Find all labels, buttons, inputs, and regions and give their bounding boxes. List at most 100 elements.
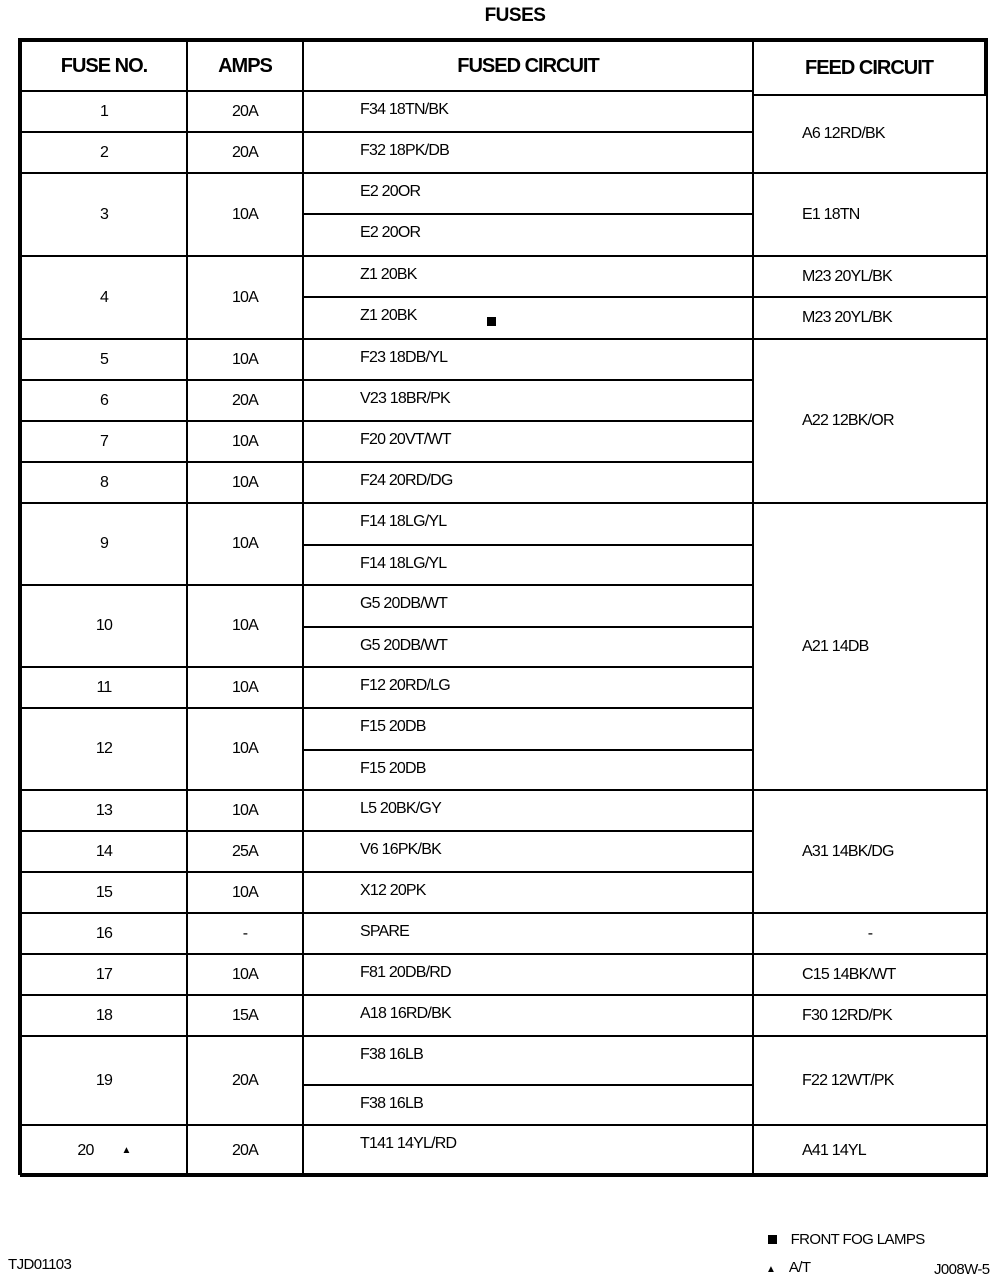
legend-label: FRONT FOG LAMPS [790,1231,926,1248]
fuse-no-cell-text: 19 [95,1071,113,1089]
fuse-no-cell-text: 6 [99,391,109,409]
fused-circuit-cell-text: G5 20DB/WT [360,637,448,654]
fuse-no-cell: 5 [20,338,188,381]
fuse-no-cell: 20 ▲ [20,1124,188,1177]
feed-circuit-cell: M23 20YL/BK [752,255,988,298]
amps-cell-text: 10A [231,740,259,757]
fused-circuit-cell-text: F24 20RD/DG [360,472,453,489]
fused-circuit-cell-text: F23 18DB/YL [360,349,448,366]
amps-cell: 20A [186,131,304,174]
fused-circuit-cell-text: F15 20DB [360,760,426,777]
amps-cell: 25A [186,830,304,873]
fuse-no-cell: 15 [20,871,188,914]
fuse-no-cell: 19 [20,1035,188,1126]
fused-circuit-cell: F20 20VT/WT [302,420,754,463]
feed-circuit-cell-text: A22 12BK/OR [802,412,895,429]
amps-cell-text: 20A [231,1071,259,1089]
triangle-marker-icon: ▲ [766,1264,776,1275]
fused-circuit-cell-text: F12 20RD/LG [360,677,451,694]
amps-cell: 10A [186,255,304,340]
fused-circuit-cell-text: L5 20BK/GY [360,800,442,817]
fuse-no-cell-text: 11 [96,678,112,696]
fused-circuit-cell: F81 20DB/RD [302,953,754,996]
fuse-no-cell: 17 [20,953,188,996]
feed-circuit-cell-text: A21 14DB [802,637,869,655]
fuse-no-cell: 1 [20,90,188,133]
fuse-no-cell: 13 [20,789,188,832]
fuse-no-cell: 4 [20,255,188,340]
fused-circuit-cell-text: V23 18BR/PK [360,390,451,407]
feed-circuit-cell-text: F30 12RD/PK [802,1006,893,1024]
amps-cell: 20A [186,1124,304,1177]
fused-circuit-cell: Z1 20BK [302,296,754,340]
fuse-no-cell: 14 [20,830,188,873]
feed-circuit-cell-text: C15 14BK/WT [802,965,896,983]
fused-circuit-cell: F14 18LG/YL [302,544,754,586]
fused-circuit-cell: F38 16LB [302,1084,754,1126]
fused-circuit-cell: G5 20DB/WT [302,626,754,668]
fused-circuit-cell-text: F38 16LB [360,1046,424,1063]
fuse-no-cell: 2 [20,131,188,174]
amps-cell-text: 20A [231,102,259,120]
legend-item-at: ▲ A/T [766,1259,811,1276]
amps-cell: 20A [186,90,304,133]
fused-circuit-cell: F38 16LB [302,1035,754,1086]
fused-circuit-cell: V6 16PK/BK [302,830,754,873]
fused-circuit-cell: F12 20RD/LG [302,666,754,709]
fused-circuit-cell: E2 20OR [302,213,754,257]
fused-circuit-cell-text: F81 20DB/RD [360,964,452,981]
amps-cell-text: 10A [231,801,259,819]
amps-cell: 10A [186,420,304,463]
fused-circuit-cell-text: SPARE [360,923,410,940]
fuse-no-cell-text: 9 [99,535,109,552]
feed-circuit-cell: A31 14BK/DG [752,789,988,914]
fused-circuit-cell-text: F14 18LG/YL [360,513,447,530]
fused-circuit-cell: A18 16RD/BK [302,994,754,1037]
fused-circuit-cell: F14 18LG/YL [302,502,754,546]
fuse-no-cell: 9 [20,502,188,586]
amps-cell: 10A [186,461,304,504]
fused-circuit-cell: F32 18PK/DB [302,131,754,174]
fused-circuit-cell-text: Z1 20BK [360,266,417,283]
fuse-no-cell-text: 7 [99,432,109,450]
fuse-no-cell-text: 13 [95,801,113,819]
fuse-no-cell-text: 17 [95,965,113,983]
feed-circuit-cell: M23 20YL/BK [752,296,988,340]
fuse-no-cell-text: 2 [99,143,109,161]
feed-circuit-cell-text: M23 20YL/BK [802,309,893,326]
feed-circuit-cell: A21 14DB [752,502,988,791]
fused-circuit-cell: F23 18DB/YL [302,338,754,381]
fused-circuit-cell-text: G5 20DB/WT [360,595,448,612]
amps-cell: - [186,912,304,955]
fuse-no-cell-text: 14 [95,842,113,860]
amps-cell: 10A [186,338,304,381]
fuse-no-cell: 12 [20,707,188,791]
feed-circuit-cell: C15 14BK/WT [752,953,988,996]
fuse-no-cell-text: 20 [77,1141,94,1159]
fused-circuit-cell: X12 20PK [302,871,754,914]
amps-cell-text: 15A [231,1006,259,1024]
fuse-no-cell-text: 18 [95,1006,113,1024]
fused-circuit-cell-text: V6 16PK/BK [360,841,442,858]
page-title: FUSES [484,5,546,26]
fuse-no-cell-text: 1 [99,102,109,120]
fused-circuit-cell-text: Z1 20BK [360,307,417,324]
square-marker-icon [486,317,496,326]
feed-circuit-cell: - [752,912,988,955]
fuse-no-cell-text: 12 [95,740,113,757]
triangle-marker-icon: ▲ [121,1145,132,1156]
amps-cell-text: 10A [231,473,259,491]
amps-cell: 10A [186,502,304,586]
fuse-no-cell-text: 5 [99,350,109,368]
fused-circuit-cell: F34 18TN/BK [302,90,754,133]
fuse-no-cell: 16 [20,912,188,955]
amps-cell: 15A [186,994,304,1037]
fused-circuit-cell-text: F38 16LB [360,1095,424,1112]
fused-circuit-cell-text: F14 18LG/YL [360,555,447,572]
fused-circuit-cell: V23 18BR/PK [302,379,754,422]
fused-circuit-cell-text: F20 20VT/WT [360,431,452,448]
fuse-no-cell: 7 [20,420,188,463]
amps-cell: 10A [186,871,304,914]
amps-cell: 10A [186,953,304,996]
fused-circuit-cell: F15 20DB [302,749,754,791]
